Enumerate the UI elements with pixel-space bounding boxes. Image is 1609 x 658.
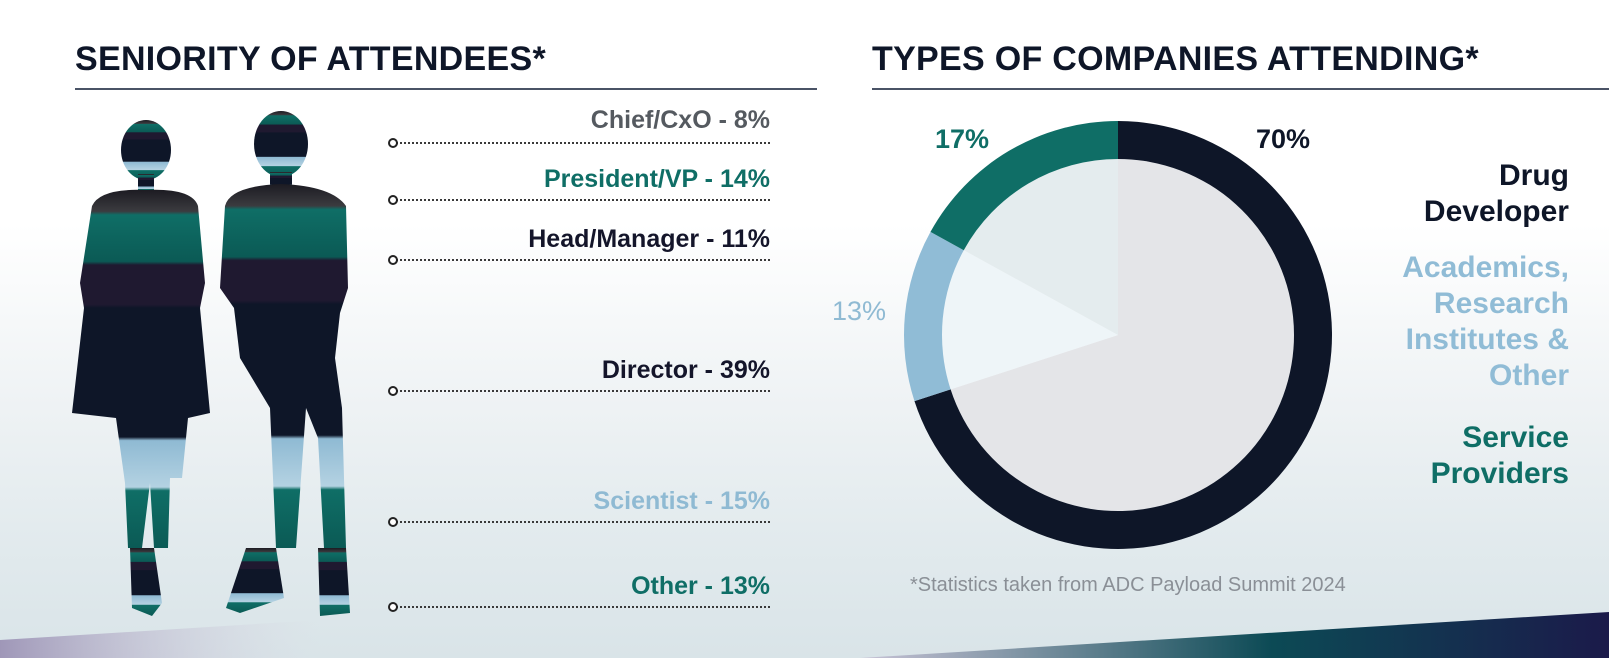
donut-label-service-providers: 17% (935, 124, 990, 154)
companies-title-rule (872, 88, 1609, 90)
legend-drug-developer: Drug Developer (1424, 158, 1569, 230)
seniority-label-scientist: Scientist - 15% (593, 487, 770, 515)
legend-drug-developer-line1: Drug (1499, 159, 1569, 192)
seniority-title: SENIORITY OF ATTENDEES* (75, 40, 546, 78)
donut-inner-wedge-1 (941, 250, 1118, 390)
legend-service-providers: Service Providers (1431, 420, 1569, 492)
attendees-silhouette-illustration (72, 111, 350, 616)
leader-dot-other (388, 602, 398, 612)
leader-dot-scientist (388, 517, 398, 527)
companies-title: TYPES OF COMPANIES ATTENDING* (872, 40, 1479, 78)
leader-line-head (392, 259, 770, 261)
leader-line-other (392, 606, 770, 608)
statistics-footnote: *Statistics taken from ADC Payload Summi… (910, 574, 1346, 596)
legend-academics-line2: Research (1433, 287, 1569, 320)
legend-academics-line4: Other (1488, 359, 1569, 392)
leader-line-director (392, 390, 770, 392)
legend-service-providers-line1: Service (1462, 421, 1569, 454)
leader-dot-president (388, 195, 398, 205)
leader-line-scientist (392, 521, 770, 523)
leader-dot-director (388, 386, 398, 396)
legend-academics-line3: Institutes & (1405, 323, 1569, 356)
leader-line-president (392, 199, 770, 201)
man-silhouette (220, 111, 350, 616)
legend-academics: Academics, Research Institutes & Other (1402, 250, 1569, 394)
legend-academics-line1: Academics, (1402, 251, 1569, 284)
donut-label-drug-developer: 70% (1256, 124, 1311, 154)
donut-inner-wedge-0 (950, 159, 1294, 511)
donut-segment-2 (930, 121, 1118, 251)
woman-silhouette (72, 120, 210, 616)
donut-label-academics: 13% (832, 296, 887, 326)
leader-dot-head (388, 255, 398, 265)
seniority-label-other: Other - 13% (631, 572, 770, 600)
donut-inner-wedge-2 (963, 159, 1118, 335)
donut-segment-1 (903, 231, 964, 402)
legend-service-providers-line2: Providers (1430, 457, 1569, 490)
seniority-label-director: Director - 39% (601, 356, 770, 384)
leader-dot-chief (388, 138, 398, 148)
seniority-label-head: Head/Manager - 11% (528, 225, 770, 253)
seniority-label-chief: Chief/CxO - 8% (590, 106, 770, 134)
leader-line-chief (392, 142, 770, 144)
legend-drug-developer-line2: Developer (1423, 195, 1569, 228)
seniority-label-president: President/VP - 14% (543, 165, 770, 193)
seniority-title-rule (75, 88, 817, 90)
